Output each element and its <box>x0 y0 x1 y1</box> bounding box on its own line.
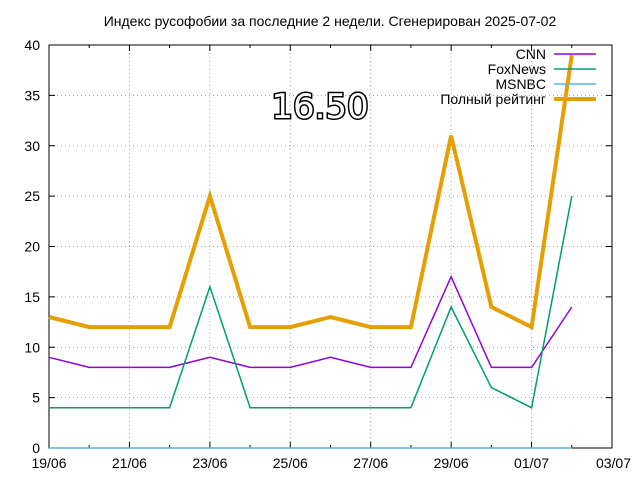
y-tick-label: 25 <box>24 188 40 204</box>
legend-label: MSNBC <box>495 76 546 92</box>
x-tick-label: 23/06 <box>192 455 227 471</box>
y-axis: 0 5 10 15 20 25 30 35 40 <box>24 37 40 456</box>
x-tick-label: 29/06 <box>434 455 469 471</box>
y-tick-label: 0 <box>32 440 40 456</box>
x-tick-label: 27/06 <box>353 455 388 471</box>
legend-label: CNN <box>516 46 546 62</box>
y-tick-label: 20 <box>24 239 40 255</box>
legend-label: FoxNews <box>488 61 546 77</box>
x-tick-label: 25/06 <box>273 455 308 471</box>
chart-title: Индекс русофобии за последние 2 недели. … <box>104 13 557 29</box>
x-axis: 19/06 21/06 23/06 25/06 27/06 29/06 01/07 03/07 <box>31 455 631 471</box>
axis-ticks <box>48 44 613 449</box>
x-tick-label: 03/07 <box>596 455 631 471</box>
series-line-cnn <box>48 274 573 369</box>
y-tick-label: 10 <box>24 339 40 355</box>
x-tick-label: 01/07 <box>514 455 549 471</box>
x-tick-label: 19/06 <box>31 455 66 471</box>
y-tick-label: 15 <box>24 289 40 305</box>
y-tick-label: 30 <box>24 138 40 154</box>
series-lines <box>48 54 574 449</box>
x-tick-label: 21/06 <box>112 455 147 471</box>
y-tick-label: 35 <box>24 87 40 103</box>
y-tick-label: 5 <box>32 390 40 406</box>
series-line-foxnews <box>49 195 573 409</box>
index-value-overlay: 16.50 <box>271 87 368 127</box>
y-tick-label: 40 <box>24 37 40 53</box>
legend-label: Полный рейтинг <box>440 91 546 107</box>
series-line-полный-рейтинг <box>48 54 574 331</box>
